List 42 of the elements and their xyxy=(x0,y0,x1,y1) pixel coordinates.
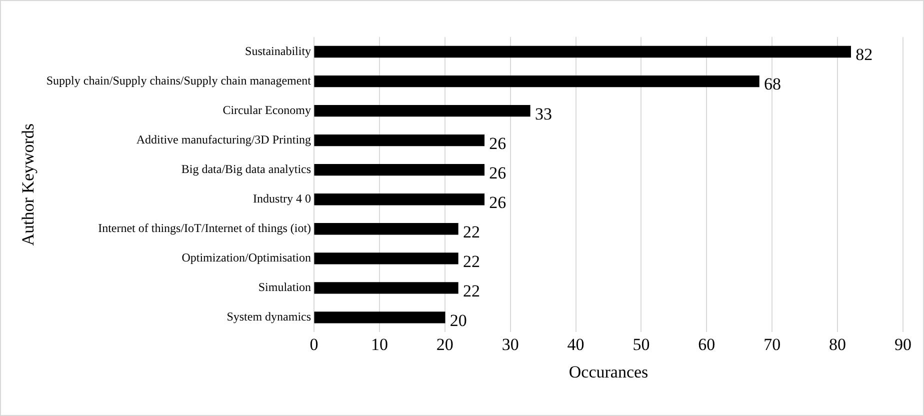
bar xyxy=(314,223,458,235)
data-label: 26 xyxy=(489,134,506,153)
x-axis-title: Occurances xyxy=(568,362,648,382)
x-tick-label: 80 xyxy=(829,334,846,354)
bar xyxy=(314,134,485,146)
y-tick-label: Industry 4 0 xyxy=(253,192,312,206)
data-label: 26 xyxy=(489,192,506,212)
y-tick-label: System dynamics xyxy=(226,310,312,324)
data-label: 68 xyxy=(764,74,782,94)
x-tick-label: 70 xyxy=(764,334,781,354)
bar xyxy=(314,194,485,206)
y-tick-label: Big data/Big data analytics xyxy=(181,162,312,176)
y-tick-label: Simulation xyxy=(258,280,312,294)
x-tick-label: 30 xyxy=(502,334,519,354)
data-label: 33 xyxy=(534,104,552,124)
data-label: 22 xyxy=(463,281,480,300)
x-tick-label: 50 xyxy=(632,334,650,354)
data-label: 22 xyxy=(463,252,480,271)
bar xyxy=(314,282,458,294)
bar xyxy=(314,46,851,58)
y-tick-label: Supply chain/Supply chains/Supply chain management xyxy=(46,73,312,88)
x-tick-label: 40 xyxy=(567,334,584,354)
x-tick-label: 60 xyxy=(698,334,716,354)
data-label: 26 xyxy=(489,163,506,182)
x-tick-label: 0 xyxy=(310,334,318,354)
y-tick-label: Circular Economy xyxy=(222,102,312,117)
bar xyxy=(314,252,458,264)
bar xyxy=(314,104,530,117)
y-tick-label: Sustainability xyxy=(245,44,312,58)
y-tick-label: Optimization/Optimisation xyxy=(182,250,312,265)
y-axis-title: Author Keywords xyxy=(18,123,38,246)
data-label: 20 xyxy=(450,310,467,330)
bar xyxy=(314,75,760,88)
bar xyxy=(314,164,485,176)
data-label: 82 xyxy=(856,45,873,64)
x-tick-label: 20 xyxy=(436,334,454,354)
y-tick-label: Internet of things/IoT/Internet of things (iot) xyxy=(98,221,312,236)
x-tick-label: 90 xyxy=(894,334,912,354)
bar xyxy=(314,312,446,324)
y-tick-label: Additive manufacturing/3D Printing xyxy=(136,132,312,146)
x-tick-label: 10 xyxy=(370,334,388,354)
data-label: 22 xyxy=(463,222,480,242)
